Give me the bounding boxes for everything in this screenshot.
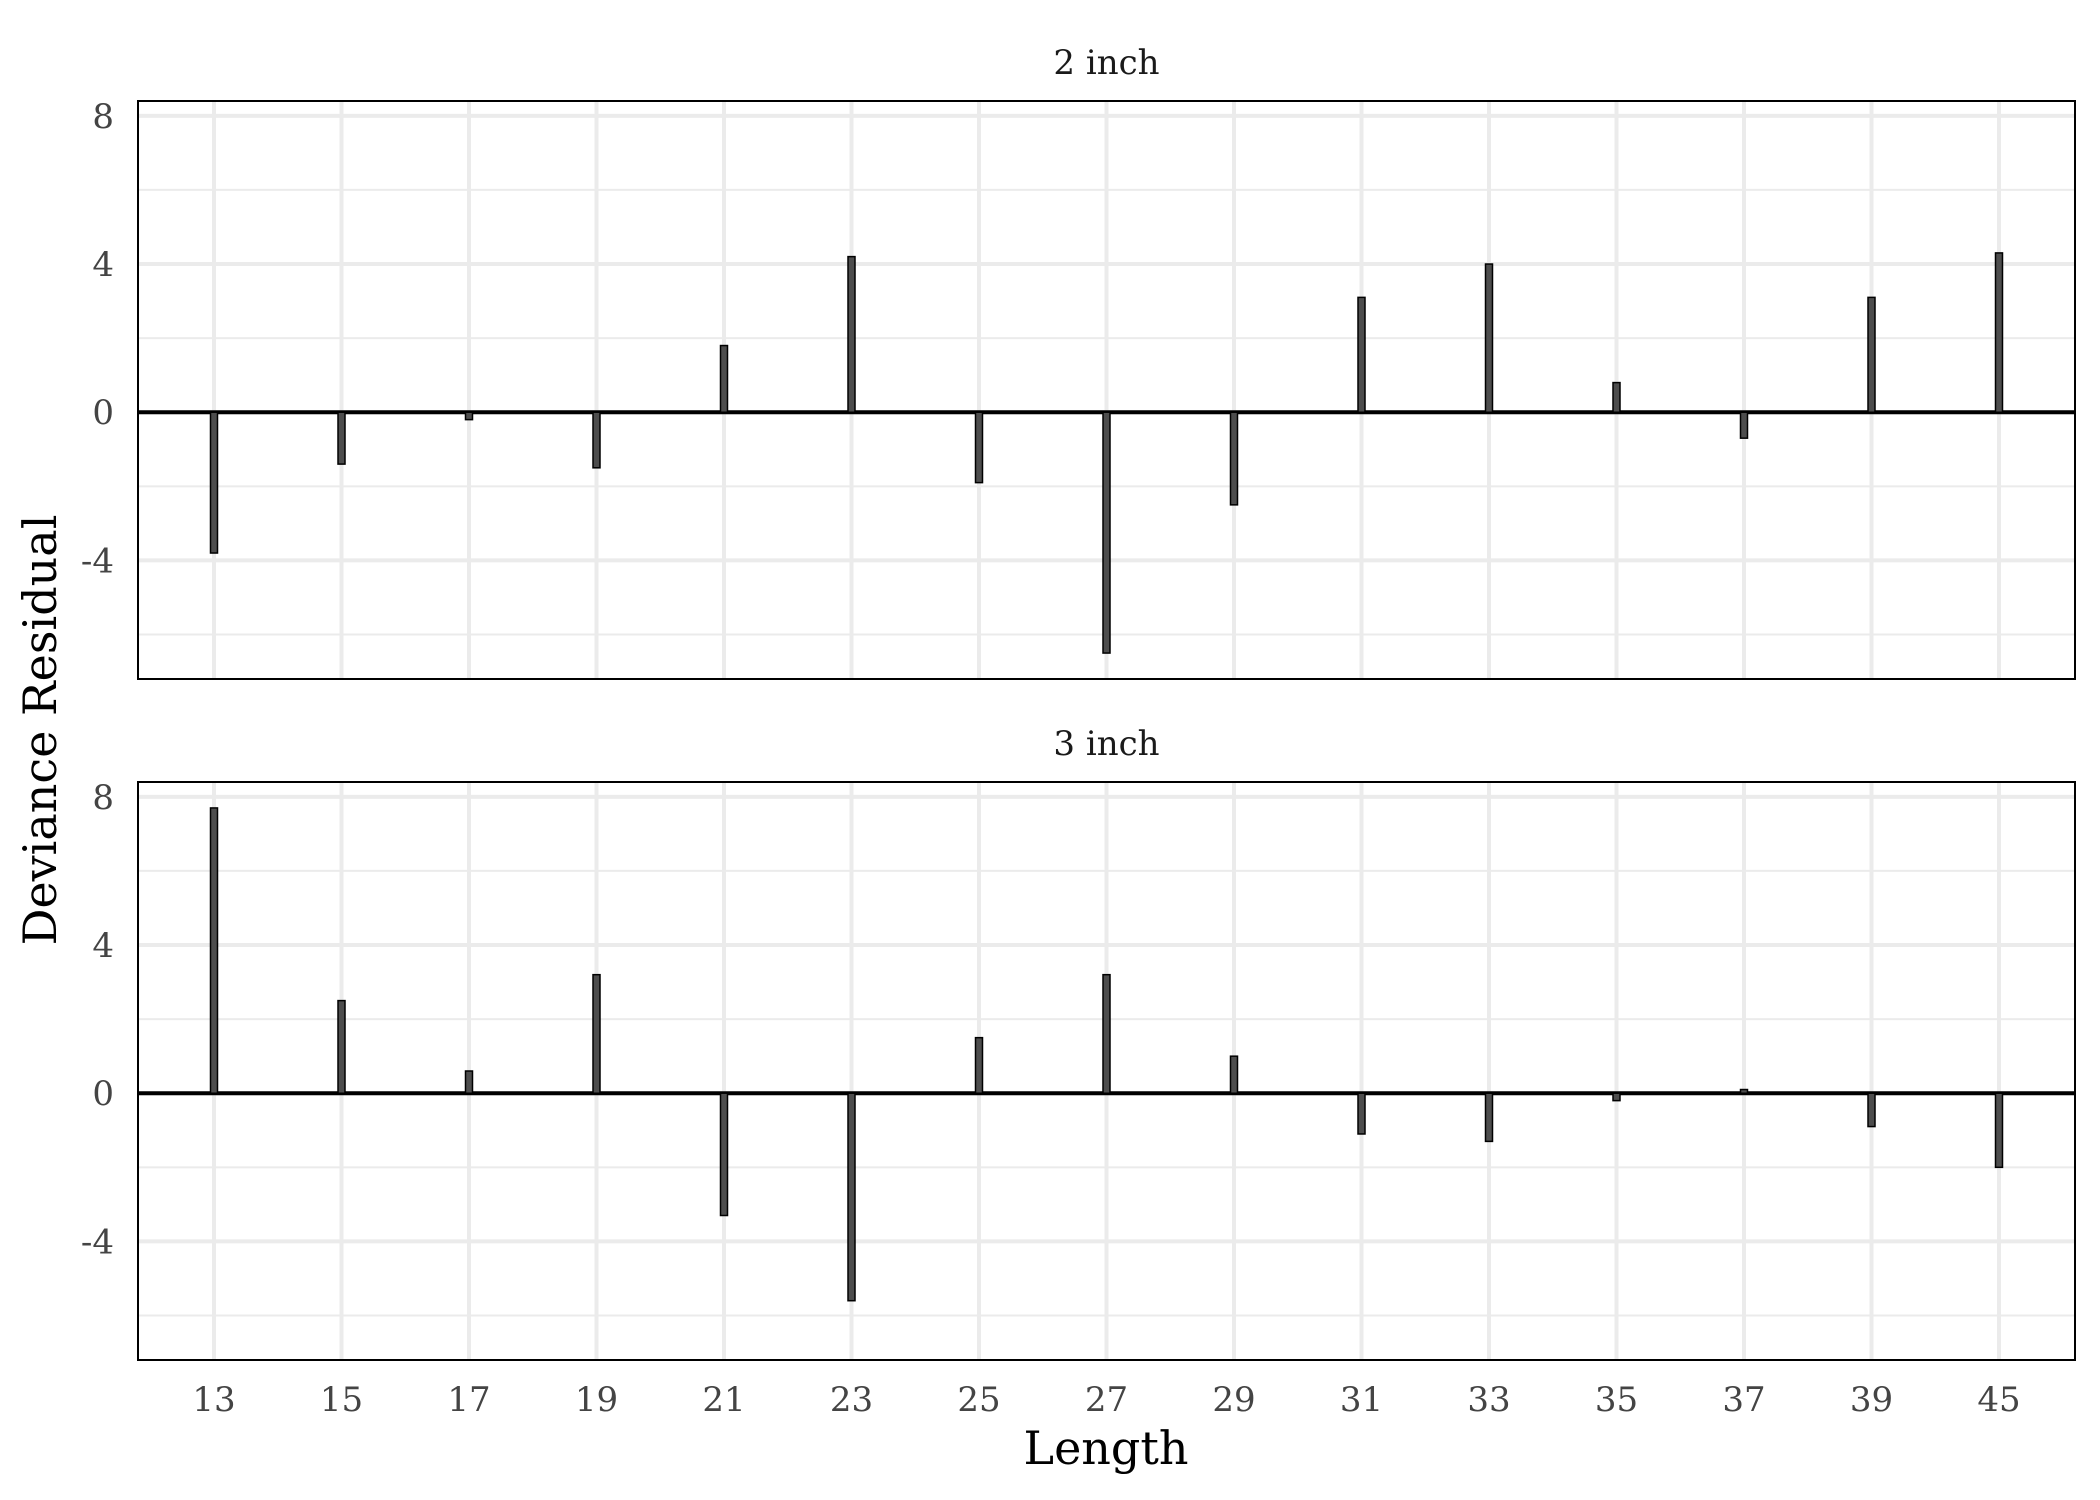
x-tick-label: 45 — [1977, 1380, 2020, 1420]
y-tick-label: 4 — [92, 245, 114, 285]
bar-15 — [337, 999, 346, 1094]
bar-27 — [1102, 411, 1111, 654]
bar-25 — [974, 1036, 984, 1094]
x-tick-label: 35 — [1595, 1380, 1638, 1420]
bar-45 — [1994, 1092, 2004, 1169]
y-tick-label: -4 — [81, 541, 114, 581]
bar-15 — [337, 411, 346, 465]
bar-25 — [974, 411, 984, 484]
bar-35 — [1612, 381, 1621, 413]
bar-13 — [209, 807, 219, 1094]
panel-2: 3 inch 8 4 0 -4 — [81, 724, 2076, 1361]
bar-37 — [1739, 1088, 1749, 1094]
x-tick-label: 33 — [1467, 1380, 1510, 1420]
x-tick-label: 39 — [1850, 1380, 1893, 1420]
bar-39 — [1867, 296, 1876, 413]
bar-39 — [1867, 1092, 1876, 1128]
y-tick-label: 8 — [92, 778, 114, 818]
x-tick-label: 15 — [320, 1380, 363, 1420]
x-axis-title: Length — [1024, 1421, 1189, 1475]
x-tick-label: 21 — [702, 1380, 745, 1420]
bar-45 — [1994, 252, 2004, 413]
bar-21 — [719, 344, 729, 413]
bar-13 — [209, 411, 219, 554]
y-tick-label: 4 — [92, 926, 114, 966]
x-tick-label: 31 — [1340, 1380, 1383, 1420]
panel-border — [137, 781, 2076, 1361]
bar-31 — [1357, 1092, 1366, 1135]
panel-title: 2 inch — [1053, 43, 1159, 83]
y-tick-label: 8 — [92, 97, 114, 137]
bar-27 — [1102, 973, 1111, 1094]
bar-19 — [592, 973, 601, 1094]
bar-23 — [847, 1092, 856, 1302]
x-tick-label: 29 — [1212, 1380, 1255, 1420]
x-tick-label: 25 — [957, 1380, 1000, 1420]
bar-17 — [464, 1070, 474, 1094]
y-tick-label: 0 — [92, 393, 114, 433]
x-tick-label: 17 — [447, 1380, 490, 1420]
bar-31 — [1357, 296, 1366, 413]
bar-35 — [1612, 1092, 1621, 1102]
bar-19 — [592, 411, 601, 469]
bar-29 — [1229, 1055, 1239, 1094]
y-tick-label: -4 — [81, 1222, 114, 1262]
bar-33 — [1484, 263, 1494, 413]
x-tick-label: 37 — [1722, 1380, 1765, 1420]
x-axis-tick-labels: 13 15 17 19 21 23 25 27 29 31 33 35 37 39 45 — [192, 1380, 2020, 1420]
y-axis-title: Deviance Residual — [13, 515, 67, 946]
x-tick-label: 27 — [1085, 1380, 1128, 1420]
x-tick-label: 13 — [192, 1380, 235, 1420]
bar-21 — [719, 1092, 729, 1217]
panel-border — [137, 100, 2076, 680]
bar-37 — [1739, 411, 1749, 439]
panel-title: 3 inch — [1053, 724, 1159, 764]
y-tick-label: 0 — [92, 1074, 114, 1114]
bar-17 — [464, 411, 474, 421]
panel-1: 2 inch 8 4 0 -4 — [81, 43, 2076, 680]
x-tick-label: 19 — [575, 1380, 618, 1420]
panels: 2 inch 8 4 0 -4 3 inch 8 4 0 -4 — [81, 43, 2076, 1361]
bar-33 — [1484, 1092, 1494, 1143]
x-tick-label: 23 — [830, 1380, 873, 1420]
bar-29 — [1229, 411, 1239, 506]
bar-23 — [847, 255, 856, 413]
